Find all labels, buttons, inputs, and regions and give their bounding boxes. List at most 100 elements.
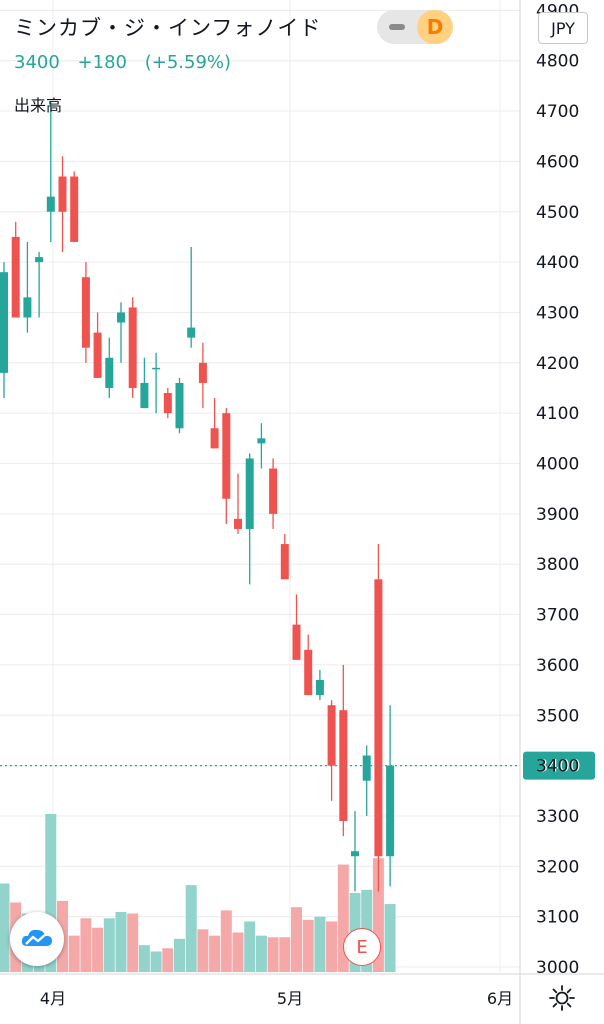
price-change-percent: (+5.59%) [144, 52, 232, 73]
volume-bar [68, 935, 80, 972]
volume-bar [138, 945, 150, 972]
candle-body [163, 393, 172, 414]
candle-body [58, 176, 67, 212]
volume-bar [255, 935, 267, 972]
y-tick-label: 4000 [536, 455, 579, 475]
candle-body [128, 307, 137, 388]
volume-bar [127, 913, 139, 972]
candle-body [304, 649, 313, 696]
y-tick-label: 4400 [536, 253, 579, 273]
current-price-tag [523, 751, 595, 780]
y-tick-label: 3500 [536, 706, 579, 726]
candle-body [105, 357, 114, 388]
y-tick-label: 3800 [536, 555, 579, 575]
y-tick-label: 3300 [536, 807, 579, 827]
volume-bar [197, 929, 209, 972]
currency-button[interactable]: JPY [538, 12, 588, 44]
y-tick-label: 3000 [536, 958, 579, 978]
volume-bar [372, 858, 384, 972]
candle-body [339, 710, 348, 821]
candle-body [93, 332, 102, 378]
candle-body [269, 468, 278, 514]
y-tick-label: 4300 [536, 303, 579, 323]
volume-bar [150, 951, 162, 972]
volume-bar [162, 948, 174, 972]
interval-button[interactable]: D [417, 10, 453, 44]
y-tick-label: 4800 [536, 52, 579, 72]
interval-toggle[interactable]: D [377, 10, 453, 44]
x-tick-label: 4月 [40, 989, 66, 1008]
earnings-marker-icon[interactable]: E [343, 928, 381, 966]
volume-bar [80, 918, 92, 972]
volume-bar [232, 932, 244, 972]
y-tick-label: 3900 [536, 505, 579, 525]
volume-bar [45, 814, 57, 972]
candle-body [351, 851, 359, 857]
candle-body [234, 518, 242, 529]
candle-body [198, 362, 207, 383]
volume-bar [209, 935, 221, 972]
volume-bar [244, 921, 256, 972]
candle-body [386, 765, 395, 857]
candle-body [292, 624, 301, 660]
candle-body [0, 272, 8, 373]
y-tick-label: 3600 [536, 656, 579, 676]
y-tick-label: 4600 [536, 152, 579, 172]
candle-body [81, 277, 90, 348]
volume-bar [267, 937, 279, 972]
volume-bar [302, 919, 314, 972]
volume-bar [384, 904, 396, 972]
candle-body [70, 176, 79, 242]
price-line: 3400 [0, 751, 595, 780]
volume-bar [279, 937, 291, 972]
candle-body [46, 196, 55, 212]
volume-label: 出来高 [14, 96, 63, 115]
candle-body [280, 544, 289, 580]
symbol-title[interactable]: ミンカブ・ジ・インフォノイド [14, 16, 322, 40]
volume-bar [337, 864, 349, 972]
x-tick-label: 5月 [277, 989, 303, 1008]
volume-bar [326, 921, 338, 972]
candle-body [327, 705, 336, 766]
tradingview-cloud-icon[interactable] [10, 912, 64, 966]
candle-body [175, 382, 184, 429]
y-tick-label: 3400 [536, 757, 579, 777]
y-tick-label: 4200 [536, 354, 579, 374]
y-tick-label: 3700 [536, 606, 579, 626]
candle-body [23, 297, 32, 318]
y-tick-label: 3200 [536, 857, 579, 877]
candle-body [140, 382, 149, 409]
candle-body [210, 428, 219, 449]
quote-line: 3400 +180 (+5.59%) [14, 52, 243, 73]
y-tick-label: 4500 [536, 203, 579, 223]
candle-body [315, 680, 324, 696]
candle-body [257, 438, 266, 444]
candle-body [187, 327, 196, 338]
volume-bar [174, 938, 185, 972]
candle-body [11, 236, 20, 318]
candle-body [374, 579, 383, 857]
volume-bar [291, 907, 302, 972]
candle-body [362, 755, 371, 781]
y-tick-label: 4700 [536, 102, 579, 122]
minus-icon[interactable] [389, 24, 405, 30]
volume-bar [185, 885, 197, 972]
candle-body [152, 367, 161, 370]
candle-body [222, 413, 231, 499]
settings-gear-icon[interactable] [548, 984, 576, 1012]
candle-body [245, 458, 254, 529]
volume-bar [220, 910, 232, 972]
y-tick-label: 4100 [536, 404, 579, 424]
grid-lines [0, 0, 520, 972]
price-change: +180 [77, 52, 127, 73]
volume-bar [314, 916, 326, 972]
y-tick-label: 3100 [536, 908, 579, 928]
last-price: 3400 [14, 52, 60, 73]
candle-body [35, 257, 44, 263]
candles [0, 100, 395, 892]
x-tick-label: 6月 [487, 989, 513, 1008]
volume-bar [115, 911, 127, 972]
current-price-label: 3400 [537, 757, 580, 777]
